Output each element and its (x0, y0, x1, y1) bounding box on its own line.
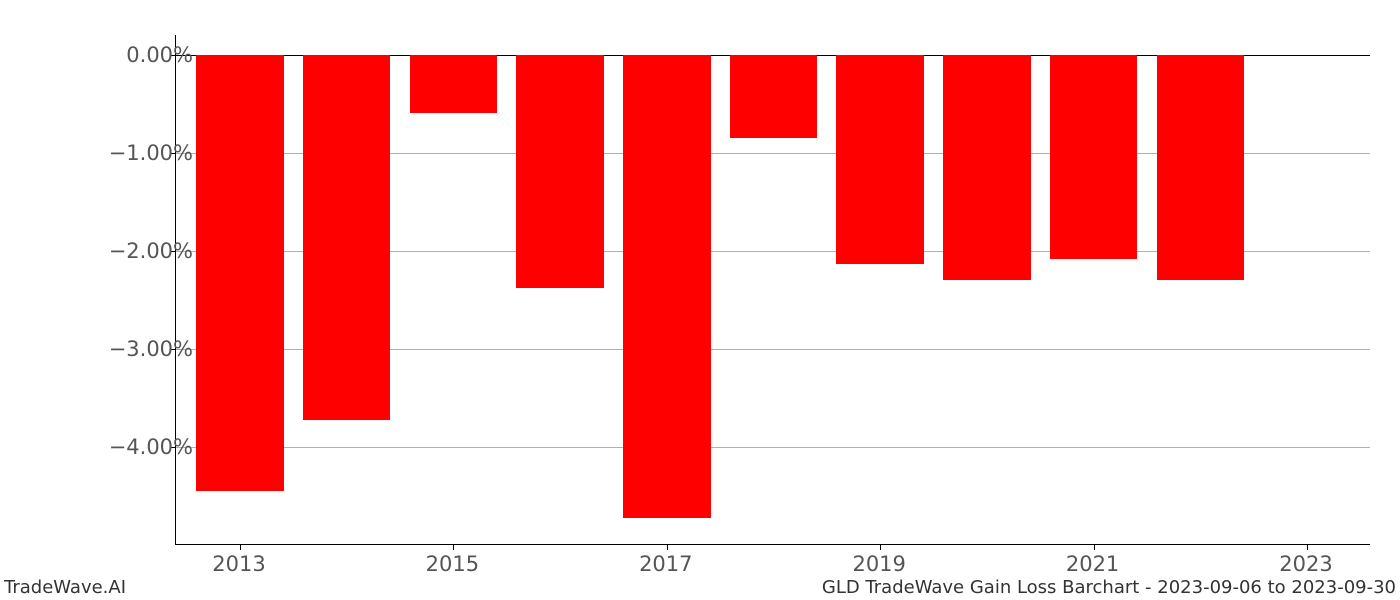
y-tick-label: −3.00% (109, 337, 193, 361)
x-tick-label: 2019 (852, 552, 905, 576)
x-tick-mark (1094, 544, 1095, 550)
footer-brand: TradeWave.AI (4, 577, 126, 598)
bar (1157, 55, 1244, 281)
bar (623, 55, 710, 518)
bar (303, 55, 390, 421)
bar (196, 55, 283, 491)
y-tick-label: −4.00% (109, 435, 193, 459)
y-tick-label: −2.00% (109, 239, 193, 263)
bar-chart (175, 35, 1370, 545)
x-tick-label: 2023 (1279, 552, 1332, 576)
x-tick-mark (667, 544, 668, 550)
y-tick-label: 0.00% (126, 43, 193, 67)
x-tick-mark (1307, 544, 1308, 550)
x-tick-label: 2013 (212, 552, 265, 576)
bar (730, 55, 817, 138)
bar (943, 55, 1030, 281)
footer-caption: GLD TradeWave Gain Loss Barchart - 2023-… (822, 577, 1396, 598)
x-tick-mark (880, 544, 881, 550)
x-tick-mark (240, 544, 241, 550)
y-tick-label: −1.00% (109, 141, 193, 165)
x-tick-label: 2021 (1066, 552, 1119, 576)
x-tick-label: 2015 (426, 552, 479, 576)
bar (516, 55, 603, 288)
x-tick-label: 2017 (639, 552, 692, 576)
x-tick-mark (453, 544, 454, 550)
bar (1050, 55, 1137, 259)
gridline (176, 447, 1370, 448)
plot-area (175, 35, 1370, 545)
bar (836, 55, 923, 265)
bar (410, 55, 497, 114)
